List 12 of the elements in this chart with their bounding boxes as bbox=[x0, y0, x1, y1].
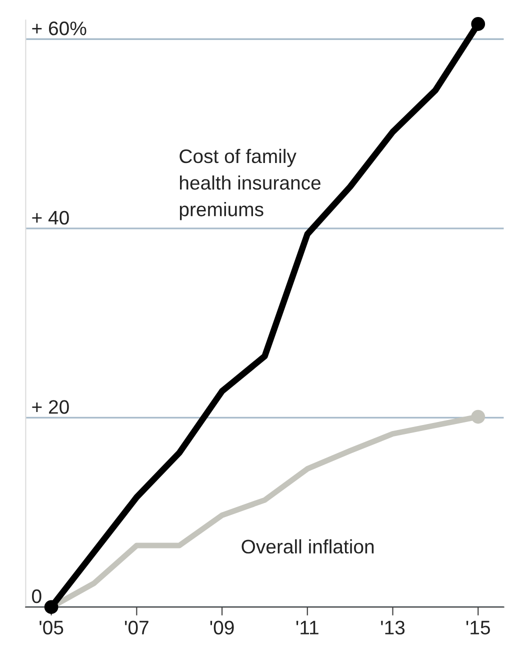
x-tick-label: '13 bbox=[381, 620, 405, 634]
x-tick-label: '05 bbox=[40, 620, 64, 634]
y-tick-label: + 20 bbox=[32, 400, 69, 414]
y-tick-label: + 40 bbox=[32, 210, 69, 225]
series-label: Overall inflation bbox=[242, 539, 374, 554]
x-tick-label: '07 bbox=[124, 620, 148, 634]
x-tick-label: '11 bbox=[296, 620, 318, 634]
y-tick-label: + 60% bbox=[32, 22, 86, 36]
x-tick-label: '09 bbox=[210, 620, 234, 634]
y-tick-label: 0 bbox=[32, 589, 42, 604]
series-label: Cost of family health insurance premiums bbox=[180, 148, 320, 220]
x-tick-label: '15 bbox=[466, 620, 490, 634]
